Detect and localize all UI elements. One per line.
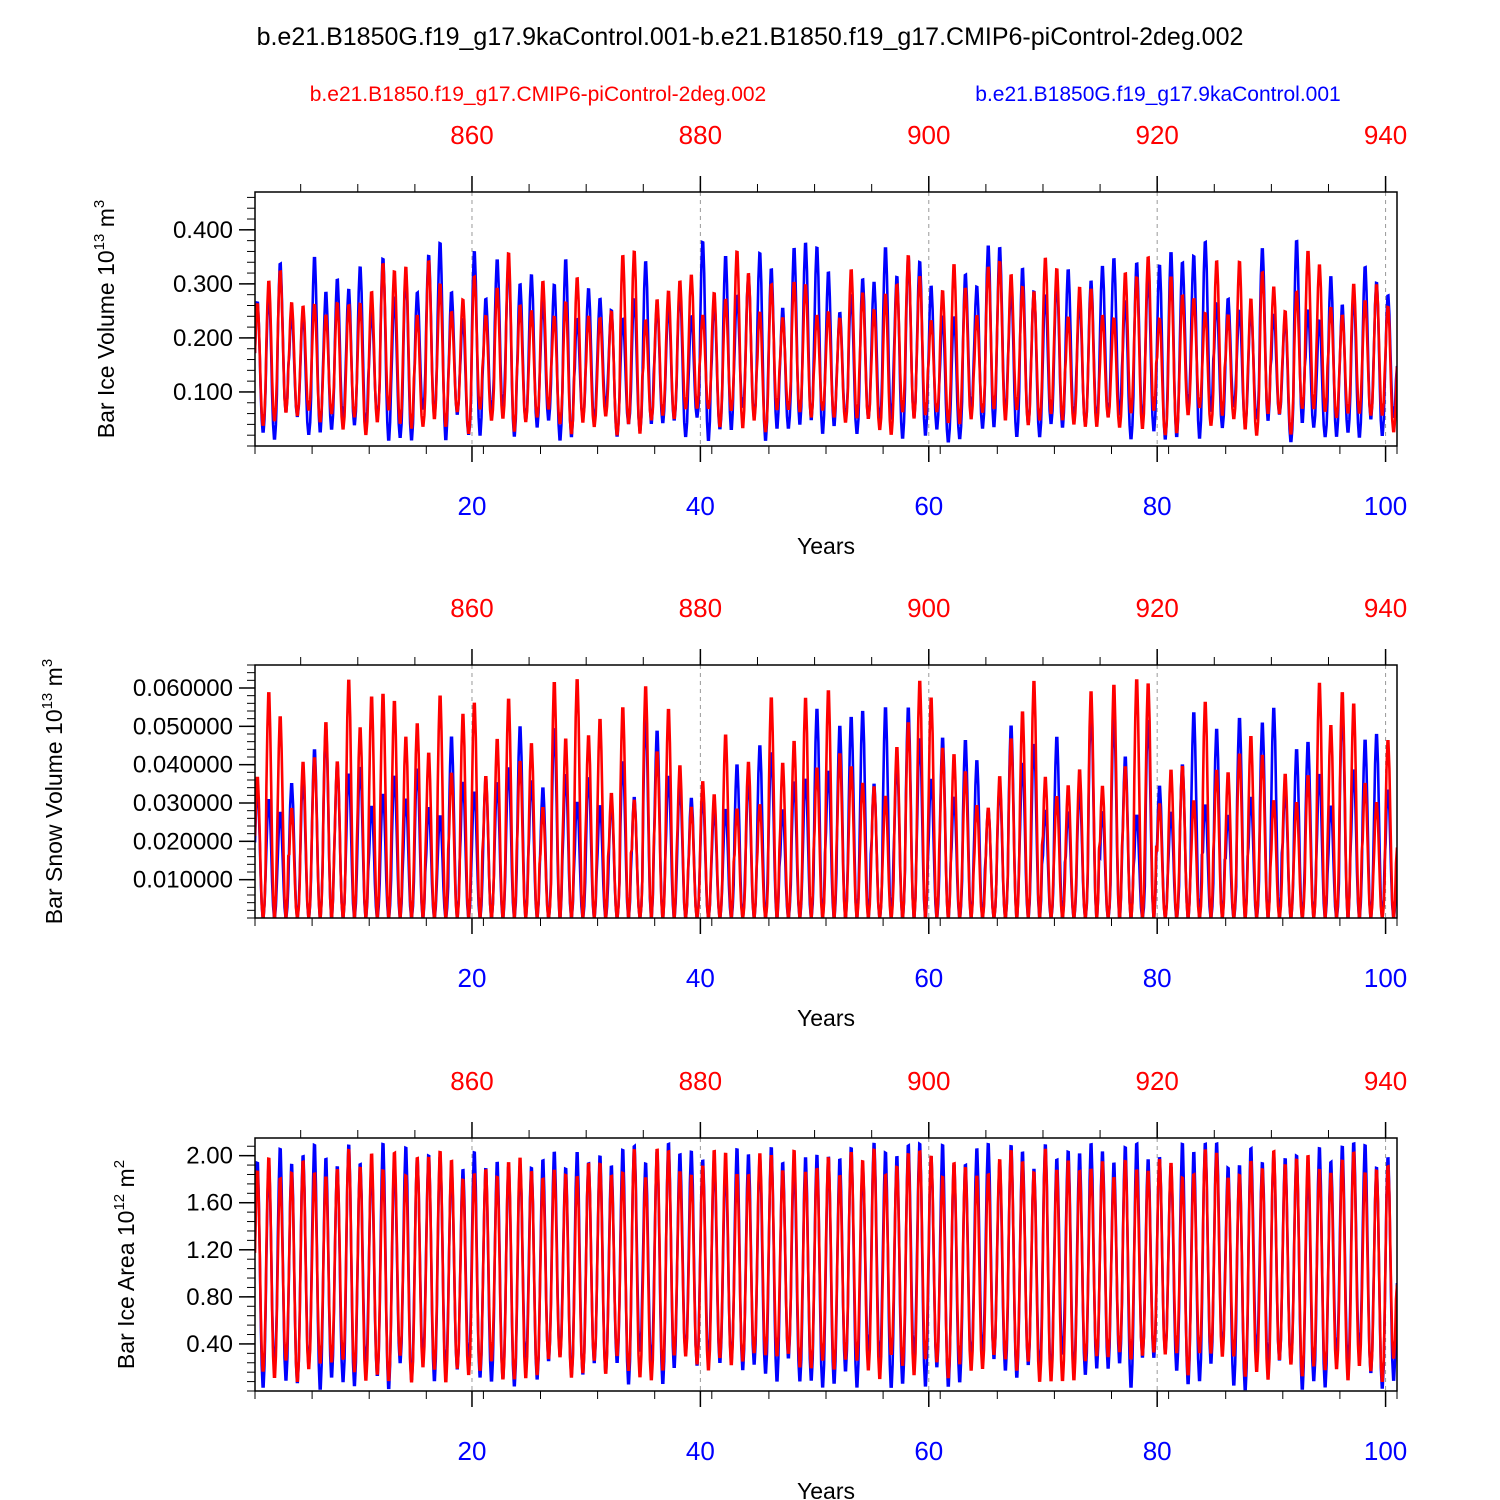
y-tick-label: 0.050000 [133,713,233,740]
panel-1: 0.100 0.200 0.300 0.400 20 40 60 80 100 860 880 900… [91,120,1407,559]
legend-red-case: b.e21.B1850.f19_g17.CMIP6-piControl-2deg… [310,83,766,106]
x-tick-label-top: 920 [1135,593,1178,623]
y-tick-label: 0.200 [173,325,233,352]
series-red [255,252,1397,435]
x-tick-label-bottom: 20 [458,963,487,993]
x-tick-label-top: 860 [450,593,493,623]
x-tick-label-bottom: 40 [686,963,715,993]
x-tick-label-bottom: 20 [458,491,487,521]
x-tick-label-top: 940 [1364,120,1407,150]
y-tick-label: 0.030000 [133,790,233,817]
x-tick-label-top: 940 [1364,593,1407,623]
y-tick-label: 1.20 [186,1237,233,1264]
x-tick-label-top: 860 [450,120,493,150]
x-tick-label-bottom: 100 [1364,1436,1407,1466]
series-red [255,1150,1397,1381]
y-tick-label: 1.60 [186,1190,233,1217]
x-tick-label-bottom: 100 [1364,491,1407,521]
x-tick-label-top: 900 [907,593,950,623]
legend-blue-case: b.e21.B1850G.f19_g17.9kaControl.001 [975,83,1340,106]
x-tick-label-bottom: 40 [686,491,715,521]
panel-2: 0.010000 0.020000 0.030000 0.040000 0.050000… [39,593,1407,1031]
x-tick-label-bottom: 80 [1143,491,1172,521]
panel-3: 0.40 0.80 1.20 1.60 2.00 20 40 60 80 100 860 880 900… [111,1066,1407,1500]
x-tick-label-bottom: 60 [914,491,943,521]
x-tick-label-bottom: 80 [1143,1436,1172,1466]
x-tick-label-bottom: 60 [914,963,943,993]
x-tick-label-bottom: 20 [458,1436,487,1466]
x-tick-label-bottom: 80 [1143,963,1172,993]
y-axis-label: Bar Ice Volume 1013 m3 [91,200,119,439]
chart-title: b.e21.B1850G.f19_g17.9kaControl.001-b.e2… [257,23,1244,51]
x-axis-label: Years [797,1005,855,1031]
y-tick-label: 0.400 [173,217,233,244]
x-tick-label-bottom: 100 [1364,963,1407,993]
y-tick-label: 0.060000 [133,675,233,702]
x-tick-label-top: 900 [907,120,950,150]
x-tick-label-top: 920 [1135,1066,1178,1096]
x-tick-label-top: 880 [679,120,722,150]
y-axis-label: Bar Snow Volume 1013 m3 [39,659,67,924]
x-axis-label: Years [797,533,855,559]
y-tick-label: 0.020000 [133,828,233,855]
x-tick-label-top: 920 [1135,120,1178,150]
y-tick-label: 0.100 [173,379,233,406]
x-tick-label-top: 880 [679,593,722,623]
y-tick-label: 0.40 [186,1331,233,1358]
x-tick-label-top: 880 [679,1066,722,1096]
x-tick-label-top: 900 [907,1066,950,1096]
y-tick-label: 0.010000 [133,867,233,894]
y-tick-label: 0.040000 [133,752,233,779]
y-axis-label: Bar Ice Area 1012 m2 [111,1160,139,1369]
y-tick-label: 0.300 [173,271,233,298]
y-tick-label: 0.80 [186,1284,233,1311]
x-tick-label-top: 860 [450,1066,493,1096]
chart-canvas: b.e21.B1850G.f19_g17.9kaControl.001-b.e2… [0,0,1500,1500]
x-tick-label-top: 940 [1364,1066,1407,1096]
x-tick-label-bottom: 60 [914,1436,943,1466]
x-tick-label-bottom: 40 [686,1436,715,1466]
y-tick-label: 2.00 [186,1143,233,1170]
panels: 0.100 0.200 0.300 0.400 20 40 60 80 100 860 880 900… [39,120,1407,1500]
x-axis-label: Years [797,1478,855,1500]
